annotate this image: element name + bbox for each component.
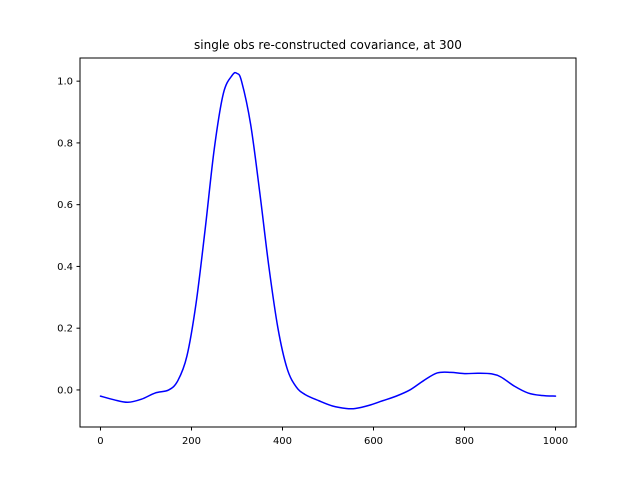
- y-tick-label: 1.0: [57, 77, 73, 88]
- y-tick-label: 0.6: [57, 200, 73, 211]
- y-tick-label: 0.2: [57, 324, 73, 335]
- series-line: [99, 71, 557, 410]
- x-tick-label: 400: [273, 436, 292, 447]
- x-tick-label: 200: [182, 436, 201, 447]
- chart-title: single obs re-constructed covariance, at…: [194, 38, 462, 52]
- x-tick-label: 600: [364, 436, 383, 447]
- series-layer: [99, 71, 557, 410]
- y-tick-label: 0.0: [57, 385, 73, 396]
- x-tick-label: 1000: [543, 436, 568, 447]
- y-tick-label: 0.4: [57, 262, 73, 273]
- x-tick-label: 800: [455, 436, 474, 447]
- x-tick-label: 0: [97, 436, 103, 447]
- x-axis: 0 200 400 600 800 1000: [97, 427, 568, 447]
- y-tick-label: 0.8: [57, 138, 73, 149]
- plot-frame: [79, 57, 577, 428]
- y-axis: 0.0 0.2 0.4 0.6 0.8 1.0: [57, 77, 80, 396]
